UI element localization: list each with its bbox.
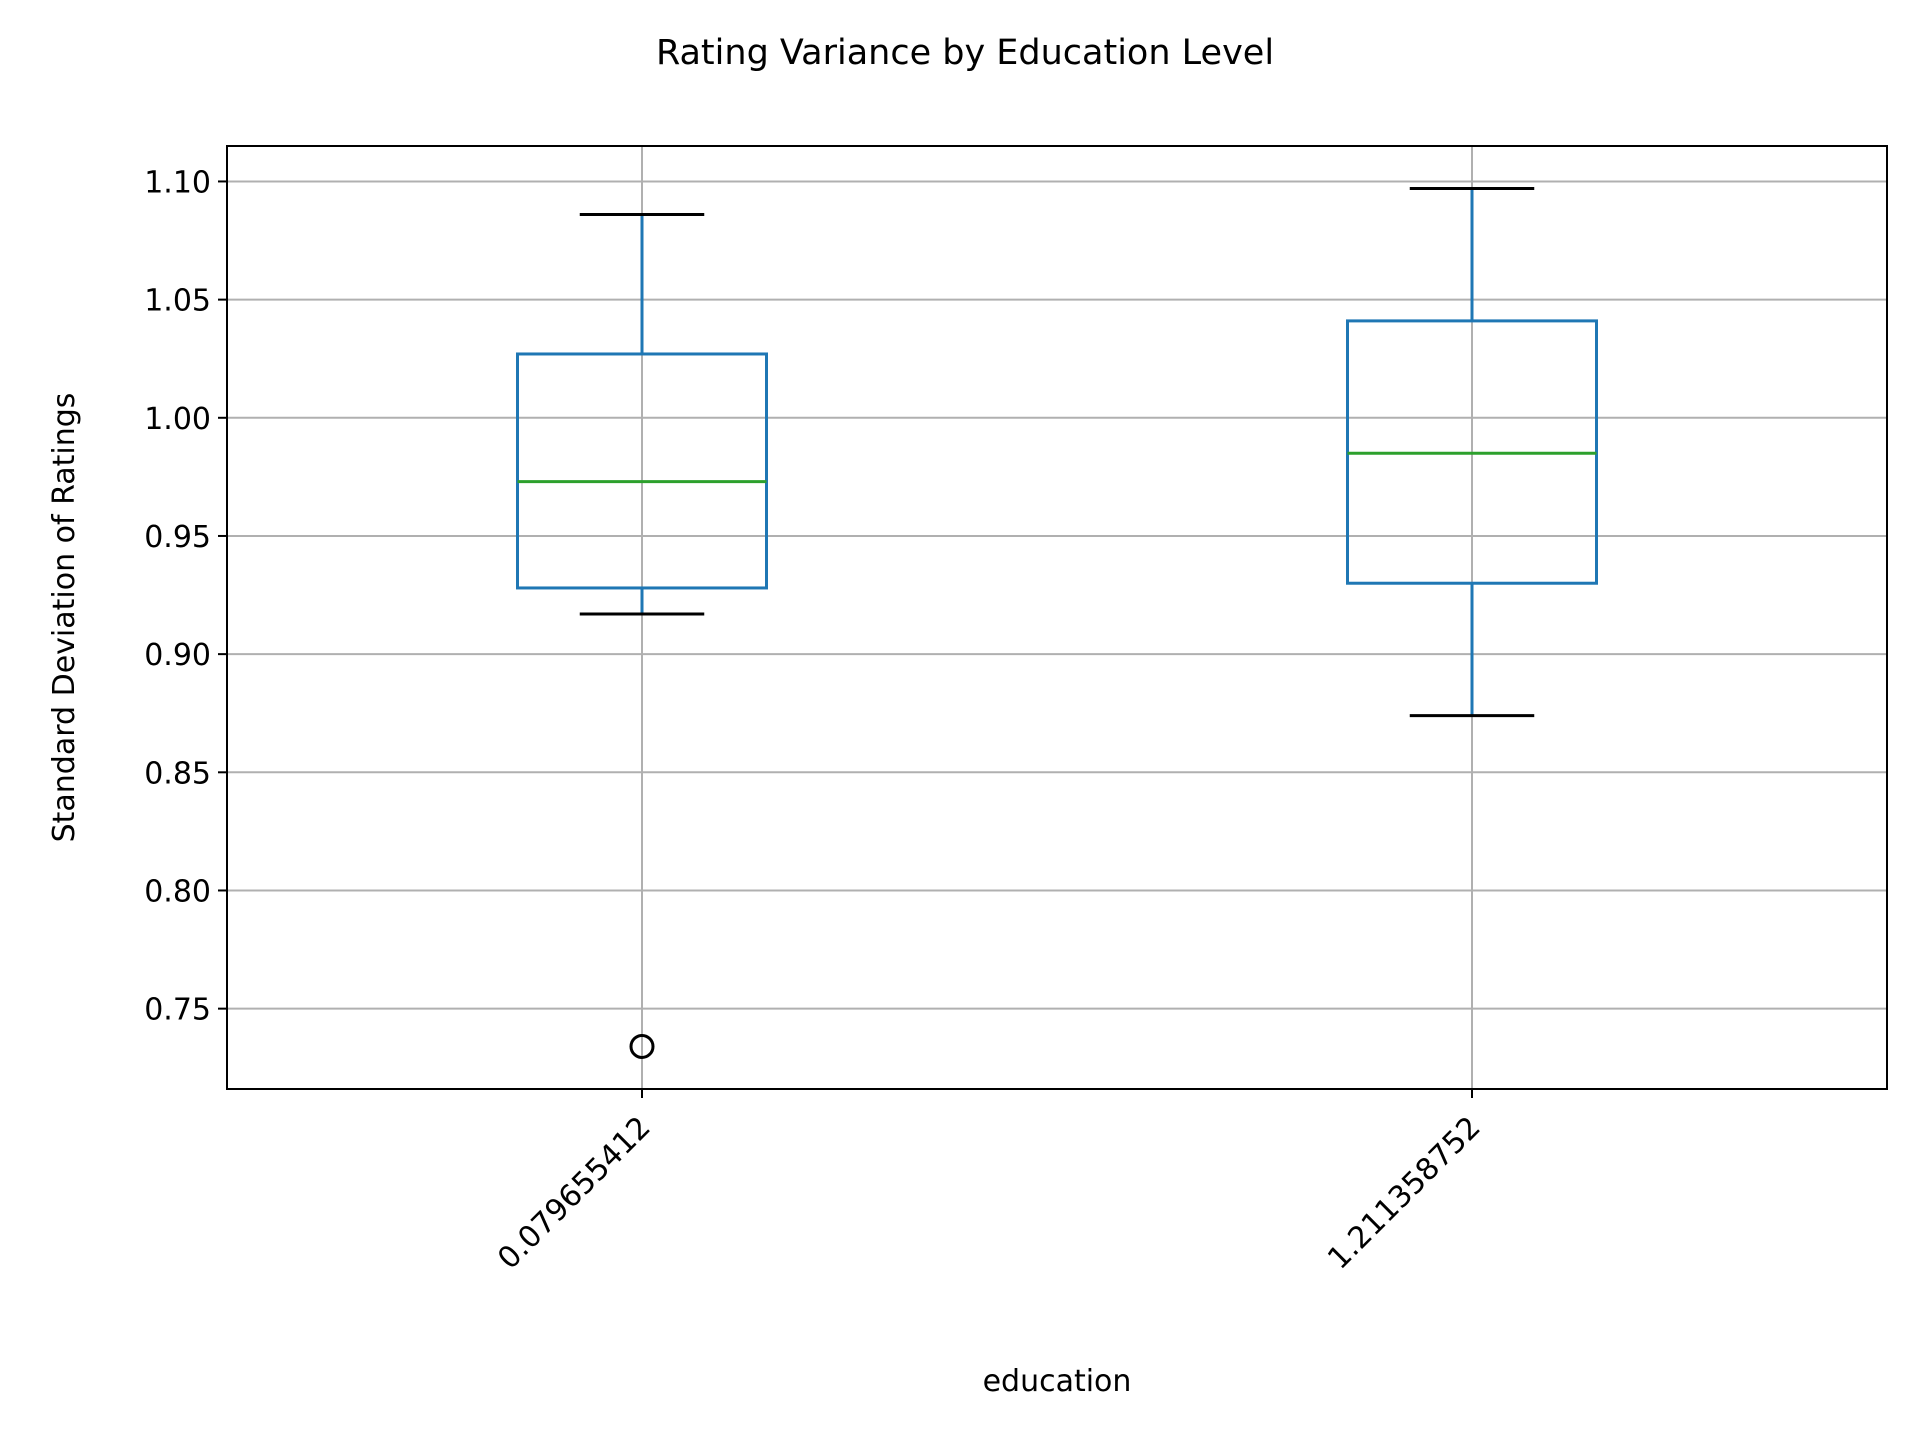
box-group (516, 213, 768, 1059)
y-tick-label: 0.85 (144, 756, 211, 791)
outlier-point (629, 1033, 655, 1059)
chart-title: Rating Variance by Education Level (656, 33, 1274, 73)
y-tick-label: 0.75 (144, 993, 211, 1028)
box-group (1346, 187, 1598, 718)
y-tick-label: 0.80 (144, 874, 211, 909)
y-tick-label: 0.95 (144, 520, 211, 555)
y-tick-label: 1.05 (144, 284, 211, 319)
plot-area-frame (226, 145, 1888, 1090)
y-tick-label: 1.00 (144, 402, 211, 437)
y-axis-label: Standard Deviation of Ratings (47, 393, 82, 843)
grid-lines (227, 146, 1887, 1089)
y-tick-label: 0.90 (144, 638, 211, 673)
y-tick-label: 1.10 (144, 165, 211, 200)
boxes (516, 187, 1598, 1059)
x-axis-label: education (983, 1364, 1132, 1399)
iqr-box (516, 352, 768, 590)
